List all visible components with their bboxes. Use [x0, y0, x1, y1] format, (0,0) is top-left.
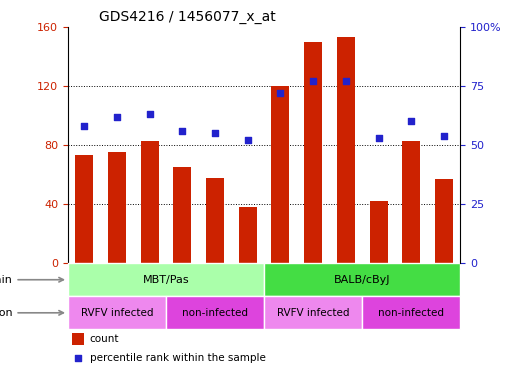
Point — [145, 111, 154, 118]
Bar — [271, 86, 289, 263]
Bar — [435, 179, 453, 263]
Text: BALB/cByJ: BALB/cByJ — [334, 275, 391, 285]
Bar — [304, 41, 322, 263]
Point — [374, 135, 383, 141]
Bar — [174, 167, 191, 263]
Point — [211, 130, 219, 136]
Point — [244, 137, 252, 143]
Bar — [370, 201, 388, 263]
Bar — [362, 296, 460, 329]
Text: percentile rank within the sample: percentile rank within the sample — [89, 353, 266, 363]
Bar — [75, 156, 93, 263]
Bar — [264, 296, 362, 329]
Point — [342, 78, 350, 84]
Bar — [239, 207, 257, 263]
Point — [113, 114, 121, 120]
Bar — [402, 141, 420, 263]
Text: non-infected: non-infected — [182, 308, 248, 318]
Text: RVFV infected: RVFV infected — [277, 308, 349, 318]
Point — [407, 118, 415, 124]
Point — [309, 78, 317, 84]
Point — [80, 123, 88, 129]
Bar — [108, 152, 126, 263]
Bar — [337, 37, 355, 263]
Text: strain: strain — [0, 275, 63, 285]
Point — [440, 132, 448, 139]
Text: non-infected: non-infected — [378, 308, 444, 318]
Bar — [72, 333, 84, 345]
Text: RVFV infected: RVFV infected — [81, 308, 153, 318]
Bar — [206, 177, 224, 263]
Bar — [141, 141, 158, 263]
Bar — [166, 296, 264, 329]
Point — [178, 128, 187, 134]
Bar — [68, 296, 166, 329]
Bar — [264, 263, 460, 296]
Point — [74, 355, 82, 361]
Point — [276, 90, 285, 96]
Text: GDS4216 / 1456077_x_at: GDS4216 / 1456077_x_at — [99, 10, 276, 25]
Text: infection: infection — [0, 308, 63, 318]
Text: count: count — [89, 334, 119, 344]
Bar — [68, 263, 264, 296]
Text: MBT/Pas: MBT/Pas — [143, 275, 189, 285]
